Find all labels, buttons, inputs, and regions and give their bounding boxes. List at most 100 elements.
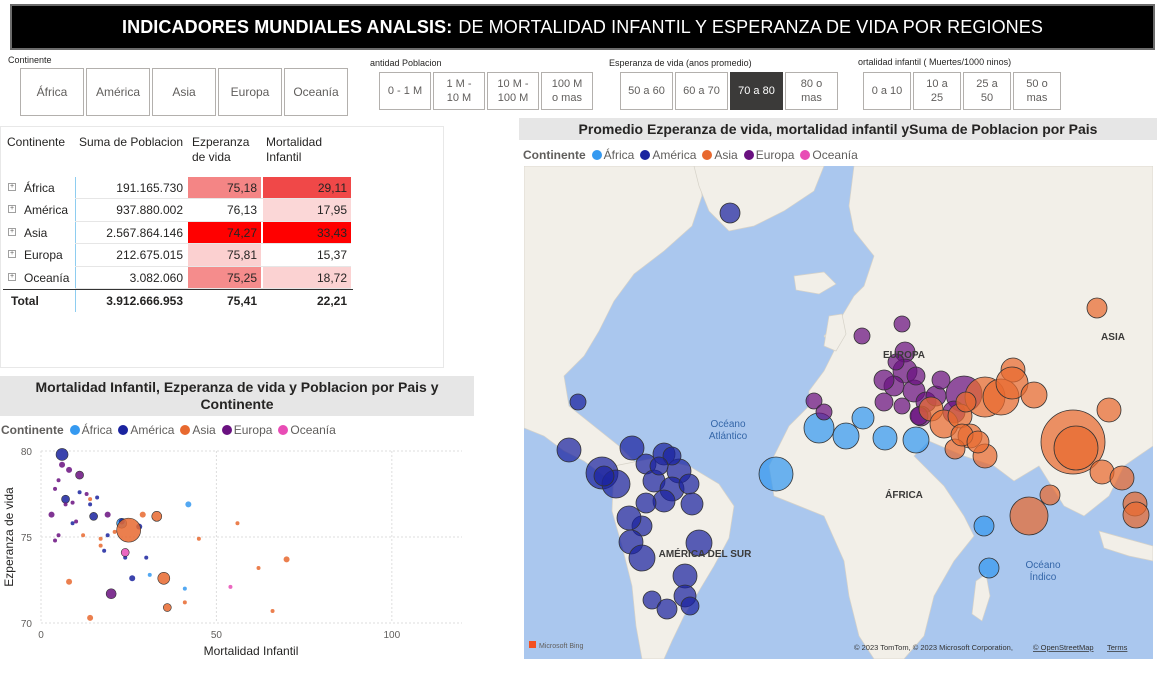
- col-header-esperanza[interactable]: Ezperanza de vida: [192, 135, 250, 164]
- map-bubble[interactable]: [853, 327, 871, 345]
- map-bubble[interactable]: [815, 403, 833, 421]
- map-bubble[interactable]: [1086, 297, 1108, 319]
- scatter-point[interactable]: [196, 536, 201, 541]
- map-bubble[interactable]: [642, 590, 662, 610]
- map-bubble[interactable]: [966, 430, 990, 454]
- map-bubble[interactable]: [1020, 381, 1048, 409]
- scatter-point[interactable]: [66, 578, 73, 585]
- map-bubble[interactable]: [635, 492, 657, 514]
- scatter-point[interactable]: [87, 614, 94, 621]
- scatter-point[interactable]: [256, 565, 261, 570]
- legend-item[interactable]: África: [591, 148, 634, 162]
- scatter-point[interactable]: [61, 494, 70, 504]
- map-bubble[interactable]: [556, 437, 582, 463]
- scatter-point[interactable]: [56, 533, 61, 538]
- slicer-poblacion-option[interactable]: 0 - 1 M: [379, 72, 431, 110]
- slicer-continente-option[interactable]: África: [20, 68, 84, 116]
- map-bubble[interactable]: [656, 598, 678, 620]
- legend-item[interactable]: América: [640, 148, 696, 162]
- map-bubble[interactable]: [1053, 425, 1099, 471]
- slicer-mortalidad-option[interactable]: 25 a 50: [963, 72, 1011, 110]
- scatter-point[interactable]: [84, 492, 89, 496]
- expand-icon[interactable]: +: [8, 183, 16, 191]
- map-bubble[interactable]: [995, 366, 1029, 400]
- map-bubble[interactable]: [593, 465, 615, 487]
- slicer-poblacion-option[interactable]: 1 M - 10 M: [433, 72, 485, 110]
- slicer-continente-option[interactable]: Europa: [218, 68, 282, 116]
- map-bubble[interactable]: [973, 515, 995, 537]
- legend-item[interactable]: Oceanía: [278, 423, 336, 437]
- map-bubble[interactable]: [851, 406, 875, 430]
- legend-item[interactable]: América: [118, 423, 174, 437]
- slicer-esperanza-option[interactable]: 50 a 60: [620, 72, 673, 110]
- scatter-point[interactable]: [74, 519, 79, 524]
- map-bubble[interactable]: [1122, 501, 1150, 529]
- scatter-point[interactable]: [70, 500, 75, 505]
- scatter-point[interactable]: [129, 575, 136, 582]
- map-bubble[interactable]: [719, 202, 741, 224]
- map-bubble[interactable]: [832, 422, 860, 450]
- scatter-point[interactable]: [102, 548, 107, 553]
- scatter-point[interactable]: [59, 461, 66, 468]
- map-bubble[interactable]: [887, 353, 905, 371]
- scatter-point[interactable]: [185, 501, 192, 508]
- map-bubble[interactable]: [680, 596, 700, 616]
- expand-icon[interactable]: +: [8, 250, 16, 259]
- slicer-mortalidad-option[interactable]: 10 a 25: [913, 72, 961, 110]
- scatter-point[interactable]: [105, 533, 110, 538]
- slicer-esperanza-option[interactable]: 70 a 80: [730, 72, 783, 110]
- terms-link[interactable]: Terms: [1107, 643, 1128, 652]
- scatter-point[interactable]: [81, 533, 86, 538]
- scatter-point[interactable]: [98, 543, 103, 548]
- legend-item[interactable]: Oceanía: [800, 148, 858, 162]
- expand-icon[interactable]: +: [8, 205, 16, 214]
- scatter-point[interactable]: [75, 470, 84, 480]
- scatter-point[interactable]: [157, 571, 171, 585]
- map-bubble[interactable]: [872, 425, 898, 451]
- map-bubble[interactable]: [874, 392, 894, 412]
- scatter-point[interactable]: [88, 502, 93, 507]
- legend-item[interactable]: Asia: [702, 148, 738, 162]
- legend-item[interactable]: Europa: [743, 148, 794, 162]
- map-bubble[interactable]: [652, 489, 676, 513]
- scatter-point[interactable]: [139, 511, 146, 518]
- map-bubble[interactable]: [873, 369, 895, 391]
- slicer-continente-option[interactable]: Oceanía: [284, 68, 348, 116]
- scatter-point[interactable]: [98, 536, 103, 541]
- map-bubble[interactable]: [902, 426, 930, 454]
- scatter-point[interactable]: [53, 486, 58, 491]
- expand-icon[interactable]: +: [8, 272, 16, 281]
- scatter-point[interactable]: [63, 502, 68, 507]
- legend-item[interactable]: África: [69, 423, 112, 437]
- scatter-point[interactable]: [55, 448, 69, 461]
- scatter-point[interactable]: [105, 588, 117, 600]
- scatter-point[interactable]: [88, 497, 93, 502]
- scatter-point[interactable]: [235, 521, 240, 526]
- map-bubble[interactable]: [893, 397, 911, 415]
- scatter-point[interactable]: [151, 511, 163, 522]
- map-bubble[interactable]: [955, 391, 977, 413]
- scatter-point[interactable]: [66, 466, 73, 473]
- map-bubble[interactable]: [680, 492, 704, 516]
- map-bubble[interactable]: [758, 456, 794, 492]
- table-row[interactable]: + África 191.165.730 75,18 29,11: [3, 177, 353, 199]
- map-bubble[interactable]: [978, 557, 1000, 579]
- scatter-point[interactable]: [147, 572, 152, 577]
- slicer-continente-option[interactable]: América: [86, 68, 150, 116]
- slicer-poblacion-option[interactable]: 10 M - 100 M: [487, 72, 539, 110]
- table-row[interactable]: + Europa 212.675.015 75,81 15,37: [3, 244, 353, 267]
- scatter-point[interactable]: [228, 584, 233, 589]
- slicer-mortalidad-option[interactable]: 0 a 10: [863, 72, 911, 110]
- scatter-point[interactable]: [89, 512, 98, 521]
- scatter-point[interactable]: [70, 521, 75, 526]
- osm-link[interactable]: © OpenStreetMap: [1033, 643, 1094, 652]
- scatter-point[interactable]: [104, 511, 111, 518]
- map-bubble[interactable]: [931, 370, 951, 390]
- map-bubble[interactable]: [1009, 496, 1049, 536]
- expand-icon[interactable]: +: [8, 227, 16, 236]
- scatter-point[interactable]: [270, 608, 275, 613]
- map-bubble[interactable]: [1039, 484, 1061, 506]
- scatter-point[interactable]: [283, 556, 290, 563]
- scatter-point[interactable]: [163, 603, 172, 612]
